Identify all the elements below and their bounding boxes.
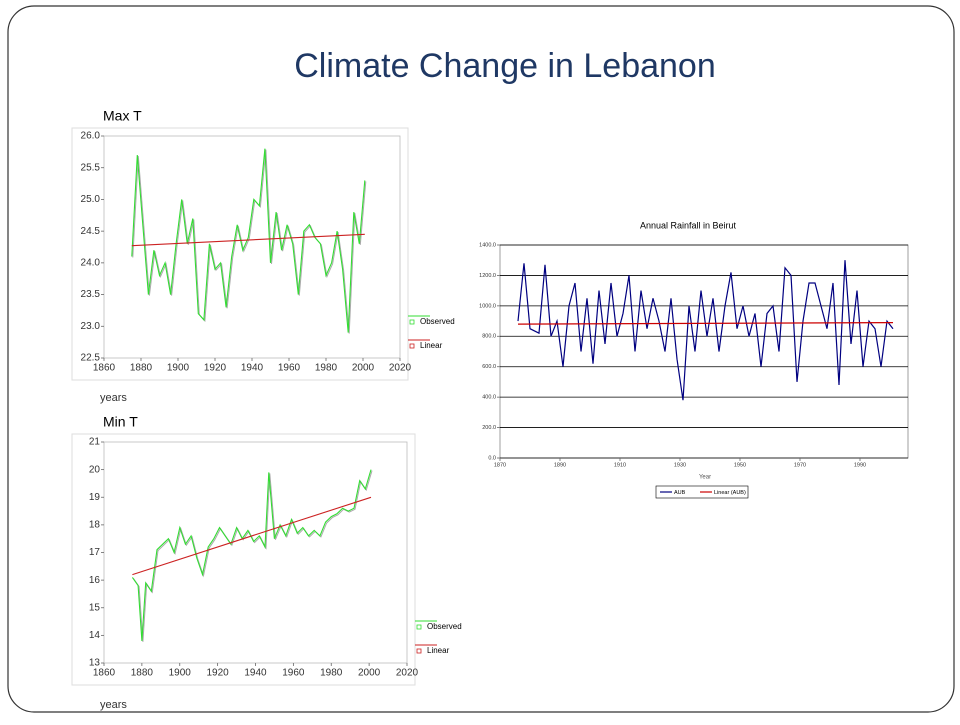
x-tick-label: 1980 bbox=[315, 363, 338, 374]
x-tick-label: 1990 bbox=[854, 462, 866, 468]
x-tick-label: 1880 bbox=[130, 363, 153, 374]
series-shadow bbox=[132, 149, 367, 334]
y-tick-label: 800.0 bbox=[482, 334, 496, 340]
y-tick-label: 16 bbox=[89, 575, 101, 586]
x-tick-label: 1860 bbox=[93, 668, 116, 679]
y-tick-label: 1200.0 bbox=[479, 273, 496, 279]
x-tick-label: 1880 bbox=[131, 668, 154, 679]
chart: Max T years 22.5 23.0 23.5 24.0 24.5 25.0 25.5 26… bbox=[71, 108, 455, 404]
series-line bbox=[131, 233, 365, 247]
y-tick-label: 24.5 bbox=[81, 226, 101, 237]
legend-swatch bbox=[416, 648, 422, 654]
x-tick-label: 1920 bbox=[207, 668, 230, 679]
x-tick-label: 1930 bbox=[674, 462, 686, 468]
x-tick-label: 1960 bbox=[278, 363, 301, 374]
legend-swatch bbox=[409, 343, 415, 349]
y-tick-label: 13 bbox=[89, 658, 101, 669]
y-tick-label: 17 bbox=[89, 547, 101, 558]
y-tick-label: 22.5 bbox=[81, 353, 101, 364]
legend-label: Linear (AUB) bbox=[714, 490, 746, 496]
x-tick-label: 2020 bbox=[389, 363, 412, 374]
y-tick-label: 18 bbox=[89, 520, 101, 531]
y-tick-label: 20 bbox=[89, 464, 101, 475]
plot-area bbox=[103, 135, 401, 359]
x-tick-label: 1950 bbox=[734, 462, 746, 468]
legend-swatch bbox=[416, 624, 422, 630]
legend-label: AUB bbox=[674, 490, 686, 496]
x-tick-label: 1900 bbox=[169, 668, 192, 679]
legend-label: Observed bbox=[427, 622, 462, 631]
x-tick-label: 1890 bbox=[554, 462, 566, 468]
x-tick-label: 1940 bbox=[244, 668, 267, 679]
plot-area bbox=[103, 441, 408, 664]
x-tick-label: 2020 bbox=[396, 668, 419, 679]
legend-label: Observed bbox=[420, 317, 455, 326]
y-tick-label: 24.0 bbox=[81, 257, 101, 268]
y-tick-label: 25.0 bbox=[81, 194, 101, 205]
series-line bbox=[517, 260, 894, 401]
y-tick-label: 0.0 bbox=[488, 455, 496, 461]
slide-title: Climate Change in Lebanon bbox=[294, 47, 716, 85]
plot-frame bbox=[71, 433, 416, 686]
legend-swatch bbox=[409, 319, 415, 325]
y-tick-label: 200.0 bbox=[482, 425, 496, 431]
x-tick-label: 1860 bbox=[93, 363, 116, 374]
chart-title: Annual Rainfall in Beirut bbox=[640, 220, 737, 230]
series-line bbox=[132, 496, 372, 576]
y-tick-label: 14 bbox=[89, 630, 101, 641]
x-tick-label: 1910 bbox=[614, 462, 626, 468]
y-tick-label: 21 bbox=[89, 437, 101, 448]
plot-frame bbox=[71, 127, 409, 381]
x-axis-label: Year bbox=[699, 475, 711, 481]
chart-title: Max T bbox=[103, 108, 142, 124]
y-tick-label: 1400.0 bbox=[479, 242, 496, 248]
y-tick-label: 23.0 bbox=[81, 321, 101, 332]
x-axis-label: years bbox=[100, 392, 127, 404]
y-tick-label: 25.5 bbox=[81, 162, 101, 173]
x-tick-label: 1960 bbox=[282, 668, 305, 679]
x-tick-label: 1870 bbox=[494, 462, 506, 468]
y-tick-label: 23.5 bbox=[81, 289, 101, 300]
charts: Max T years 22.5 23.0 23.5 24.0 24.5 25.0 25.5 26… bbox=[71, 108, 909, 711]
x-tick-label: 2000 bbox=[352, 363, 375, 374]
y-tick-label: 400.0 bbox=[482, 395, 496, 401]
y-tick-label: 1000.0 bbox=[479, 303, 496, 309]
plot-area bbox=[499, 244, 909, 459]
x-tick-label: 1940 bbox=[241, 363, 264, 374]
series-line bbox=[131, 148, 366, 333]
series-line bbox=[517, 322, 894, 325]
y-tick-label: 15 bbox=[89, 602, 101, 613]
chart-title: Min T bbox=[103, 414, 138, 430]
y-tick-label: 26.0 bbox=[81, 131, 101, 142]
y-tick-label: 600.0 bbox=[482, 364, 496, 370]
chart: Annual Rainfall in Beirut Year 0.0 200.0 400… bbox=[479, 220, 909, 499]
x-tick-label: 2000 bbox=[358, 668, 381, 679]
x-tick-label: 1920 bbox=[204, 363, 227, 374]
legend-label: Linear bbox=[420, 341, 443, 350]
x-tick-label: 1980 bbox=[320, 668, 343, 679]
x-axis-label: years bbox=[100, 699, 127, 711]
x-tick-label: 1900 bbox=[167, 363, 190, 374]
x-tick-label: 1970 bbox=[794, 462, 806, 468]
y-tick-label: 19 bbox=[89, 492, 101, 503]
legend-label: Linear bbox=[427, 646, 450, 655]
